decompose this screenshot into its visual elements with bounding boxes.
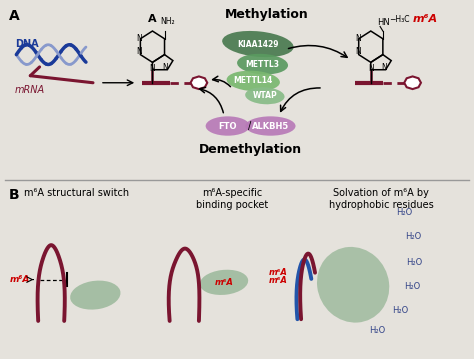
Text: N: N <box>355 47 361 56</box>
Text: N: N <box>137 33 142 42</box>
Text: mRNA: mRNA <box>15 85 45 95</box>
Text: m⁶A-specific
binding pocket: m⁶A-specific binding pocket <box>196 188 268 210</box>
Ellipse shape <box>246 116 295 136</box>
Text: ALKBH5: ALKBH5 <box>252 122 289 131</box>
Text: A: A <box>148 14 157 24</box>
Ellipse shape <box>200 270 248 295</box>
Text: WTAP: WTAP <box>253 91 277 100</box>
Ellipse shape <box>70 281 120 309</box>
Text: m⁶A: m⁶A <box>9 275 30 284</box>
Text: N: N <box>381 63 387 72</box>
Ellipse shape <box>245 87 284 104</box>
Text: N: N <box>355 33 361 42</box>
Text: NH₂: NH₂ <box>160 17 174 26</box>
Ellipse shape <box>206 116 250 136</box>
Text: Methylation: Methylation <box>225 8 309 21</box>
Ellipse shape <box>317 247 389 323</box>
Text: METTL14: METTL14 <box>234 76 273 85</box>
Text: m⁶A: m⁶A <box>269 267 288 276</box>
Ellipse shape <box>222 31 293 57</box>
Text: N: N <box>150 65 155 74</box>
Text: H₂O: H₂O <box>369 326 386 335</box>
Text: m⁶A: m⁶A <box>269 276 288 285</box>
Text: m⁶A: m⁶A <box>215 278 233 287</box>
Text: FTO: FTO <box>219 122 237 131</box>
Ellipse shape <box>237 54 288 74</box>
Text: H₂O: H₂O <box>407 258 423 267</box>
Text: −H₃C: −H₃C <box>389 15 410 24</box>
Text: Demethylation: Demethylation <box>200 143 302 156</box>
Text: N: N <box>137 47 142 56</box>
Text: m⁶A: m⁶A <box>412 14 438 24</box>
Text: METTL3: METTL3 <box>246 60 280 69</box>
Text: N: N <box>368 65 374 74</box>
Text: m⁶A structural switch: m⁶A structural switch <box>24 188 129 198</box>
Text: B: B <box>9 188 19 202</box>
Ellipse shape <box>227 71 280 91</box>
Text: DNA: DNA <box>15 39 38 49</box>
Text: Solvation of m⁶A by
hydrophobic residues: Solvation of m⁶A by hydrophobic residues <box>328 188 433 210</box>
Text: H₂O: H₂O <box>405 232 421 241</box>
Text: A: A <box>9 9 19 23</box>
Text: HN: HN <box>377 18 390 27</box>
Text: H₂O: H₂O <box>392 306 409 315</box>
Text: H₂O: H₂O <box>396 208 412 217</box>
Text: H₂O: H₂O <box>404 282 420 291</box>
Text: KIAA1429: KIAA1429 <box>237 39 279 48</box>
Text: /: / <box>248 121 252 131</box>
Text: N: N <box>163 63 168 72</box>
